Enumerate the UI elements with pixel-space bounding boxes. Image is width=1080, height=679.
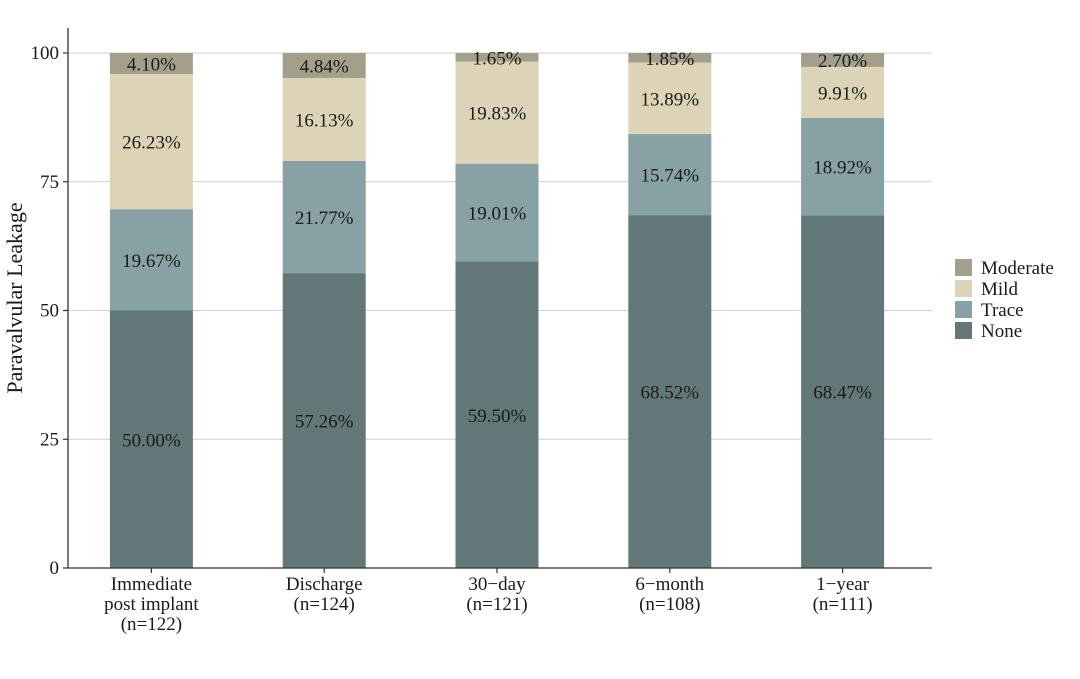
data-label: 68.47% xyxy=(813,383,872,404)
bar-segment-trace xyxy=(455,163,539,262)
data-label: 26.23% xyxy=(122,133,181,154)
data-label: 19.01% xyxy=(468,204,527,225)
x-tick-label: Discharge xyxy=(286,574,363,595)
y-tick-label: 50 xyxy=(40,301,59,322)
bar-segment-trace xyxy=(282,160,366,274)
legend-swatch-moderate xyxy=(955,259,972,276)
x-tick-label: 6−month xyxy=(635,574,704,595)
data-label: 13.89% xyxy=(641,89,700,110)
x-tick-label: (n=124) xyxy=(294,594,355,615)
data-label: 19.67% xyxy=(122,251,181,272)
bar-segment-trace xyxy=(801,117,885,216)
data-label: 68.52% xyxy=(641,383,700,404)
bar-segment-moderate xyxy=(455,53,539,62)
data-label: 4.10% xyxy=(127,55,176,76)
data-label: 50.00% xyxy=(122,430,181,451)
legend-label: Mild xyxy=(981,279,1018,300)
bar-segment-moderate xyxy=(282,53,366,78)
x-tick-label: (n=122) xyxy=(121,614,182,635)
data-label: 57.26% xyxy=(295,412,354,433)
legend-swatch-mild xyxy=(955,280,972,297)
bar-segment-trace xyxy=(628,134,712,216)
y-tick-label: 0 xyxy=(50,558,60,579)
bar-segment-moderate xyxy=(628,53,712,63)
y-ticks: 0 25 50 75 100 xyxy=(31,43,68,579)
bar-segment-none xyxy=(801,215,885,568)
bar-segment-none xyxy=(455,261,539,568)
y-tick-label: 100 xyxy=(31,43,60,64)
x-tick-label: post implant xyxy=(104,594,199,615)
x-tick-label: Immediate xyxy=(111,574,192,595)
data-label: 15.74% xyxy=(641,166,700,187)
x-tick-label: (n=111) xyxy=(813,594,873,615)
x-tick-label: 1−year xyxy=(816,574,870,595)
legend-label: Trace xyxy=(981,300,1024,321)
bar-segment-mild xyxy=(628,62,712,135)
x-tick-label: (n=121) xyxy=(466,594,527,615)
data-label: 16.13% xyxy=(295,110,354,131)
y-axis-title: Paravalvular Leakage xyxy=(2,202,27,393)
data-label: 1.65% xyxy=(472,48,521,69)
data-label: 18.92% xyxy=(813,158,872,179)
y-tick-label: 75 xyxy=(40,172,59,193)
bar-segment-mild xyxy=(109,74,193,210)
legend-swatch-none xyxy=(955,322,972,339)
data-label: 1.85% xyxy=(645,49,694,70)
bar-segment-none xyxy=(109,310,193,568)
legend-label: Moderate xyxy=(981,258,1054,279)
data-label: 2.70% xyxy=(818,51,867,72)
data-label: 4.84% xyxy=(300,56,349,77)
data-label: 9.91% xyxy=(818,83,867,104)
y-tick-label: 25 xyxy=(40,429,59,450)
data-label: 59.50% xyxy=(468,406,527,427)
bar-segment-moderate xyxy=(109,53,193,75)
bar-segment-trace xyxy=(109,209,193,311)
bar-segment-mild xyxy=(282,77,366,161)
axes: Paravalvular Leakage xyxy=(2,28,932,569)
legend-label: None xyxy=(981,321,1022,342)
x-tick-label: (n=108) xyxy=(639,594,700,615)
x-tick-label: 30−day xyxy=(468,574,526,595)
data-label: 21.77% xyxy=(295,208,354,229)
bar-segment-mild xyxy=(801,66,885,118)
bar-segment-mild xyxy=(455,61,539,164)
data-label: 19.83% xyxy=(468,104,527,125)
bars: 50.00% 19.67% 26.23% 4.10% 57.26% 21.77% 16.13… xyxy=(109,48,885,568)
bar-segment-moderate xyxy=(801,53,885,67)
bar-segment-none xyxy=(282,273,366,568)
bar-segment-none xyxy=(628,215,712,568)
legend-swatch-trace xyxy=(955,301,972,318)
